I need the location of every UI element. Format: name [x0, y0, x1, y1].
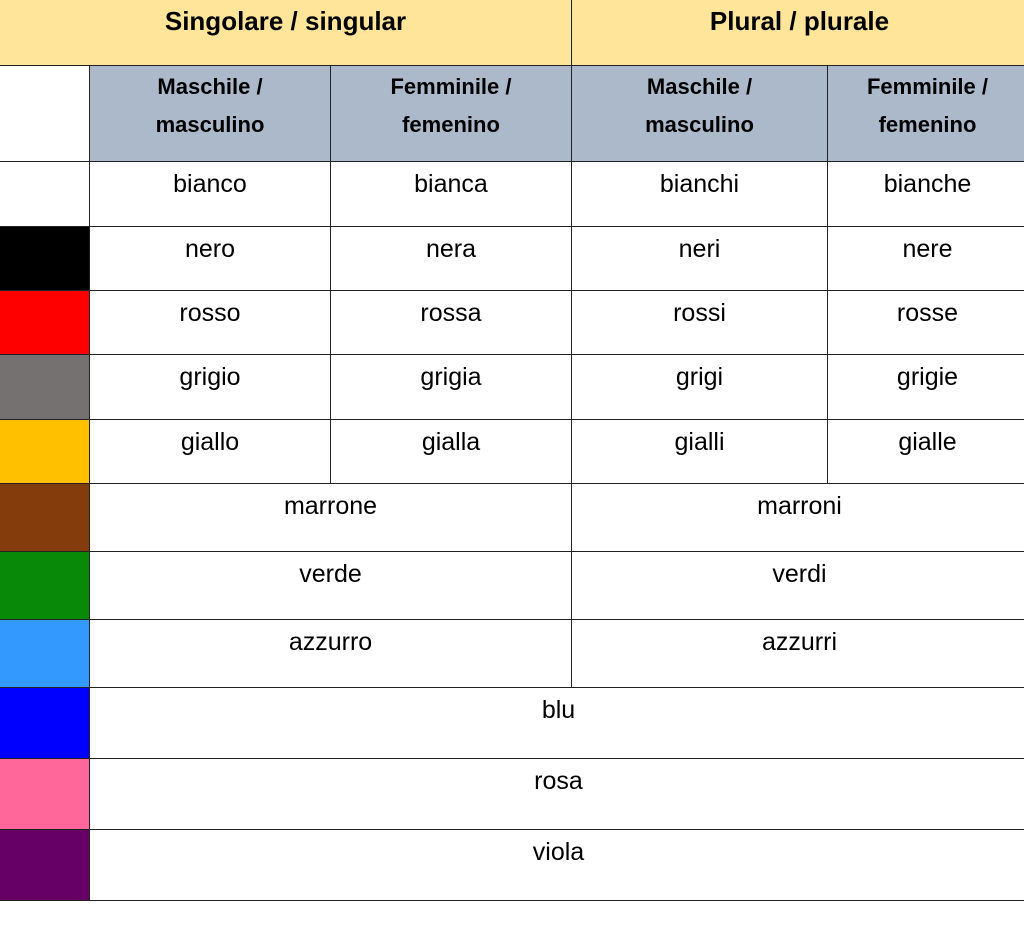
cell-plural: verdi	[572, 552, 1024, 620]
cell-singular: marrone	[90, 484, 572, 552]
color-adjective-table: Singolare / singular Plural / plurale Ma…	[0, 0, 1024, 901]
swatch-green	[0, 552, 90, 620]
swatch-pink	[0, 759, 90, 830]
subheader-blank	[0, 66, 90, 162]
cell-pl-fem: grigie	[828, 355, 1024, 420]
cell-sg-masc: grigio	[90, 355, 331, 420]
cell-invariable: viola	[90, 830, 1024, 901]
cell-sg-fem: bianca	[331, 162, 572, 227]
cell-pl-fem: bianche	[828, 162, 1024, 227]
cell-plural: marroni	[572, 484, 1024, 552]
cell-sg-fem: nera	[331, 227, 572, 291]
cell-pl-masc: bianchi	[572, 162, 828, 227]
swatch-grey	[0, 355, 90, 420]
cell-pl-masc: neri	[572, 227, 828, 291]
cell-sg-masc: rosso	[90, 291, 331, 355]
subheader-sg-masc: Maschile / masculino	[90, 66, 331, 162]
cell-sg-fem: rossa	[331, 291, 572, 355]
cell-sg-fem: gialla	[331, 420, 572, 484]
swatch-white	[0, 162, 90, 227]
cell-pl-fem: rosse	[828, 291, 1024, 355]
subheader-sg-fem: Femminile / femenino	[331, 66, 572, 162]
swatch-blue	[0, 688, 90, 759]
cell-sg-fem: grigia	[331, 355, 572, 420]
cell-pl-masc: gialli	[572, 420, 828, 484]
swatch-red	[0, 291, 90, 355]
swatch-purple	[0, 830, 90, 901]
cell-pl-masc: grigi	[572, 355, 828, 420]
cell-singular: azzurro	[90, 620, 572, 688]
cell-pl-fem: nere	[828, 227, 1024, 291]
cell-invariable: blu	[90, 688, 1024, 759]
swatch-light-blue	[0, 620, 90, 688]
swatch-yellow	[0, 420, 90, 484]
header-plural: Plural / plurale	[572, 0, 1024, 66]
cell-pl-masc: rossi	[572, 291, 828, 355]
cell-plural: azzurri	[572, 620, 1024, 688]
subheader-pl-masc: Maschile / masculino	[572, 66, 828, 162]
cell-singular: verde	[90, 552, 572, 620]
cell-sg-masc: giallo	[90, 420, 331, 484]
cell-pl-fem: gialle	[828, 420, 1024, 484]
cell-sg-masc: bianco	[90, 162, 331, 227]
cell-sg-masc: nero	[90, 227, 331, 291]
swatch-brown	[0, 484, 90, 552]
header-singular: Singolare / singular	[0, 0, 572, 66]
cell-invariable: rosa	[90, 759, 1024, 830]
subheader-pl-fem: Femminile / femenino	[828, 66, 1024, 162]
swatch-black	[0, 227, 90, 291]
